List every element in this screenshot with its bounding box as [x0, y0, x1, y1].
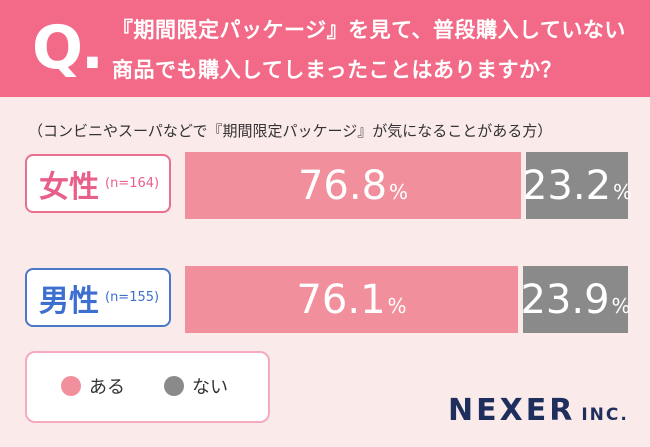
category-sample-size: (n=155)	[105, 290, 160, 305]
bar-yes-male: 76.1%	[185, 266, 518, 333]
data-label-unit: %	[611, 293, 631, 318]
category-sample-size: (n=164)	[105, 176, 160, 191]
category-label-female: 女性 (n=164)	[25, 154, 171, 213]
category-name: 男性	[39, 283, 99, 319]
legend-label: ある	[89, 377, 125, 398]
legend: ある ない	[25, 351, 270, 423]
brand-logo: NEXER INC.	[448, 393, 629, 428]
data-label-value: 23.2	[521, 162, 612, 209]
bar-yes-female: 76.8%	[185, 152, 521, 219]
data-label-unit: %	[389, 179, 409, 204]
respondent-note: （コンビニやスーパなどで『期間限定パッケージ』が気になることがある方）	[28, 122, 553, 140]
data-label-value: 76.1	[296, 276, 386, 323]
bar-no-female: 23.2%	[522, 152, 632, 219]
legend-item-yes: ある	[61, 373, 125, 399]
legend-swatch-no	[164, 376, 184, 396]
bar-no-male: 23.9%	[520, 266, 631, 333]
data-label-unit: %	[387, 293, 407, 318]
category-name: 女性	[39, 169, 99, 205]
brand-name: NEXER	[448, 393, 576, 428]
legend-item-no: ない	[164, 373, 228, 399]
data-label-value: 23.9	[520, 276, 610, 323]
question-header: Q. 『期間限定パッケージ』を見て、普段購入していない 商品でも購入してしまった…	[0, 0, 650, 97]
data-label-unit: %	[613, 179, 633, 204]
brand-suffix: INC.	[581, 405, 629, 425]
data-label-value: 76.8	[297, 162, 388, 209]
question-mark: Q.	[32, 13, 104, 83]
legend-swatch-yes	[61, 376, 81, 396]
question-text-line1: 『期間限定パッケージ』を見て、普段購入していない	[112, 18, 626, 42]
question-text-line2: 商品でも購入してしまったことはありますか？	[112, 58, 563, 82]
category-label-male: 男性 (n=155)	[25, 268, 171, 327]
legend-label: ない	[192, 377, 228, 398]
